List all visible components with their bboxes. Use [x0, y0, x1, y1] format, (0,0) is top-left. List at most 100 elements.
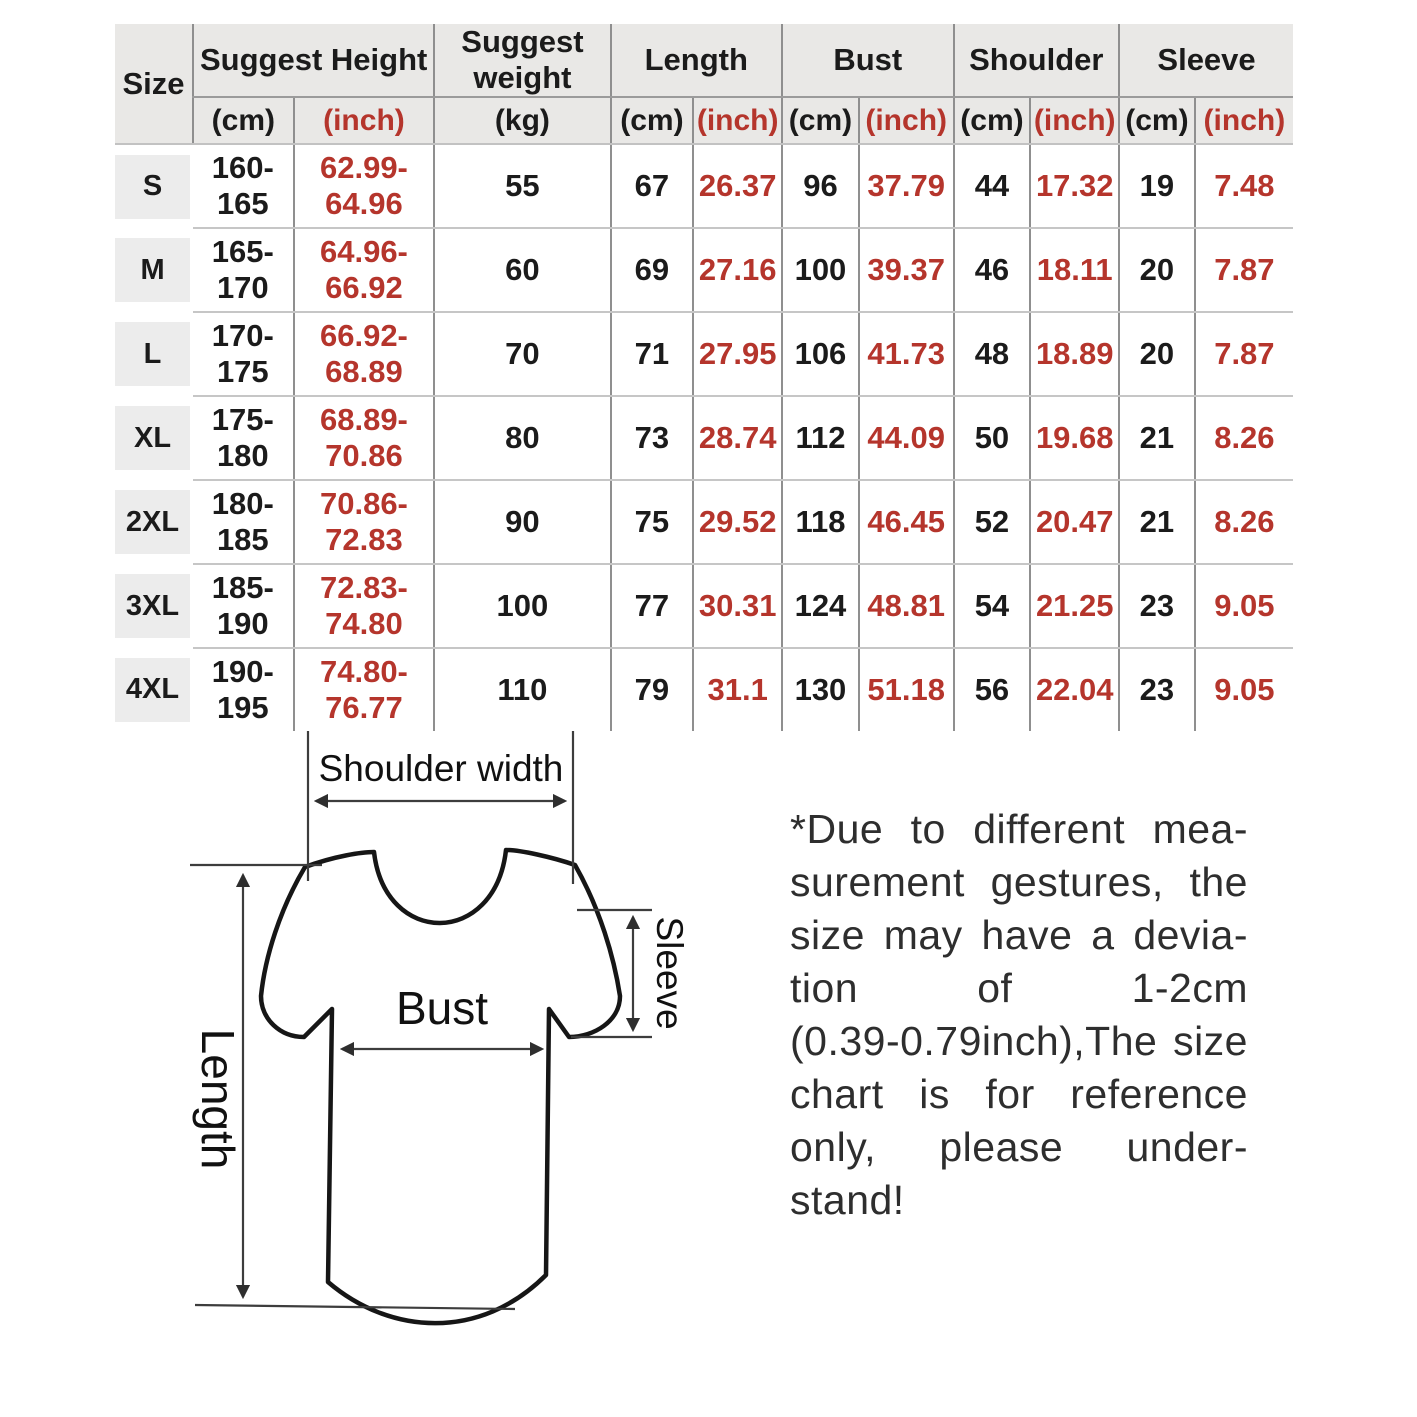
cell-length_cm: 71	[609, 312, 694, 397]
cell-weight_kg: 60	[433, 228, 611, 313]
cell-weight_kg: 80	[433, 396, 611, 481]
cell-shoulder_inch: 20.47	[1029, 480, 1120, 565]
cell-length_cm: 67	[609, 144, 694, 229]
length-guide-bottom	[194, 1303, 516, 1311]
bust-label: Bust	[396, 982, 488, 1034]
unit-height-inch: (inch)	[292, 97, 435, 145]
cell-shoulder_inch: 18.11	[1029, 228, 1120, 313]
cell-weight_kg: 90	[433, 480, 611, 565]
note-line: (0.39-0.79inch),The size	[790, 1018, 1248, 1064]
cell-sleeve_cm: 20	[1118, 228, 1195, 313]
cell-sleeve_inch: 8.26	[1193, 480, 1293, 565]
header-suggest-weight: Suggest weight	[433, 24, 611, 98]
cell-bust_cm: 112	[781, 396, 859, 481]
cell-height_cm: 170-175	[193, 312, 294, 397]
cell-sleeve_cm: 23	[1118, 564, 1195, 649]
cell-shoulder_cm: 56	[952, 648, 1031, 731]
unit-bust-cm: (cm)	[781, 97, 859, 145]
unit-length-cm: (cm)	[609, 97, 694, 145]
cell-length_inch: 30.31	[692, 564, 783, 649]
size-table-body: S 160-165 62.99-64.96 55 67 26.37 96 37.79 44 17.…	[115, 144, 1293, 731]
cell-bust_inch: 41.73	[857, 312, 954, 397]
length-label: Length	[192, 1029, 244, 1170]
size-label: 3XL	[115, 574, 191, 638]
size-label: M	[115, 238, 191, 302]
cell-height_inch: 74.80-76.77	[292, 648, 435, 731]
cell-sleeve_cm: 21	[1118, 480, 1195, 565]
cell-height_inch: 68.89-70.86	[292, 396, 435, 481]
cell-length_cm: 79	[609, 648, 694, 731]
cell-height_cm: 185-190	[193, 564, 294, 649]
cell-sleeve_inch: 9.05	[1193, 564, 1293, 649]
size-table: Size Suggest Height Suggest weight Lengt…	[115, 24, 1293, 731]
cell-shoulder_inch: 17.32	[1029, 144, 1120, 229]
cell-length_inch: 29.52	[692, 480, 783, 565]
cell-height_inch: 64.96-66.92	[292, 228, 435, 313]
cell-length_inch: 26.37	[692, 144, 783, 229]
note-line: size may have a devia-	[790, 912, 1248, 958]
cell-sleeve_inch: 7.87	[1193, 228, 1293, 313]
cell-length_cm: 73	[609, 396, 694, 481]
unit-shoulder-cm: (cm)	[952, 97, 1031, 145]
cell-bust_cm: 124	[781, 564, 859, 649]
cell-sleeve_inch: 8.26	[1193, 396, 1293, 481]
cell-length_inch: 27.16	[692, 228, 783, 313]
cell-length_cm: 77	[609, 564, 694, 649]
header-bust: Bust	[781, 24, 954, 98]
cell-size: S	[115, 144, 194, 228]
unit-height-cm: (cm)	[192, 97, 294, 145]
cell-shoulder_cm: 46	[952, 228, 1031, 313]
header-shoulder: Shoulder	[952, 24, 1120, 98]
size-label: 2XL	[115, 490, 191, 554]
cell-sleeve_cm: 23	[1118, 648, 1195, 731]
cell-size: 4XL	[115, 648, 194, 731]
size-label: S	[115, 154, 191, 219]
cell-sleeve_inch: 7.48	[1193, 144, 1293, 229]
cell-length_inch: 28.74	[692, 396, 783, 481]
cell-weight_kg: 100	[433, 564, 611, 649]
header-length: Length	[609, 24, 783, 98]
size-row-3XL: 3XL 185-190 72.83-74.80 100 77 30.31 124 48.81 5…	[115, 564, 1293, 649]
cell-bust_cm: 96	[781, 144, 859, 229]
size-label: XL	[115, 406, 191, 470]
cell-weight_kg: 110	[433, 648, 611, 731]
note-line: only, please under-	[790, 1124, 1248, 1170]
deviation-note: *Due to different mea-surement gestures,…	[790, 803, 1248, 1227]
cell-shoulder_cm: 52	[952, 480, 1031, 565]
cell-weight_kg: 70	[433, 312, 611, 397]
cell-sleeve_cm: 20	[1118, 312, 1195, 397]
cell-height_inch: 70.86-72.83	[292, 480, 435, 565]
cell-height_inch: 72.83-74.80	[292, 564, 435, 649]
tshirt-measurement-diagram: Shoulder width Length Bust Sleeve	[190, 731, 690, 1326]
cell-shoulder_inch: 19.68	[1029, 396, 1120, 481]
cell-bust_cm: 118	[781, 480, 859, 565]
note-line: *Due to different mea-	[790, 806, 1248, 852]
cell-height_cm: 190-195	[193, 648, 294, 731]
cell-length_inch: 27.95	[692, 312, 783, 397]
cell-height_inch: 66.92-68.89	[292, 312, 435, 397]
cell-shoulder_cm: 50	[952, 396, 1031, 481]
size-row-2XL: 2XL 180-185 70.86-72.83 90 75 29.52 118 46.45 52…	[115, 480, 1293, 565]
tshirt-outline	[258, 847, 623, 1326]
cell-sleeve_inch: 9.05	[1193, 648, 1293, 731]
cell-height_cm: 160-165	[193, 144, 294, 229]
unit-sleeve-inch: (inch)	[1193, 97, 1293, 145]
cell-bust_inch: 51.18	[857, 648, 954, 731]
cell-bust_inch: 37.79	[857, 144, 954, 229]
note-line: surement gestures, the	[790, 859, 1248, 905]
size-row-M: M 165-170 64.96-66.92 60 69 27.16 100 39.37 46 18…	[115, 228, 1293, 313]
size-row-XL: XL 175-180 68.89-70.86 80 73 28.74 112 44.09 50 1…	[115, 396, 1293, 481]
note-line: tion of 1-2cm	[790, 965, 1248, 1011]
cell-shoulder_inch: 21.25	[1029, 564, 1120, 649]
cell-sleeve_cm: 21	[1118, 396, 1195, 481]
cell-bust_inch: 46.45	[857, 480, 954, 565]
cell-length_cm: 75	[609, 480, 694, 565]
cell-size: XL	[115, 396, 194, 480]
cell-height_cm: 180-185	[193, 480, 294, 565]
cell-bust_inch: 39.37	[857, 228, 954, 313]
unit-shoulder-inch: (inch)	[1029, 97, 1120, 145]
cell-size: L	[115, 312, 194, 396]
cell-shoulder_inch: 18.89	[1029, 312, 1120, 397]
cell-sleeve_inch: 7.87	[1193, 312, 1293, 397]
